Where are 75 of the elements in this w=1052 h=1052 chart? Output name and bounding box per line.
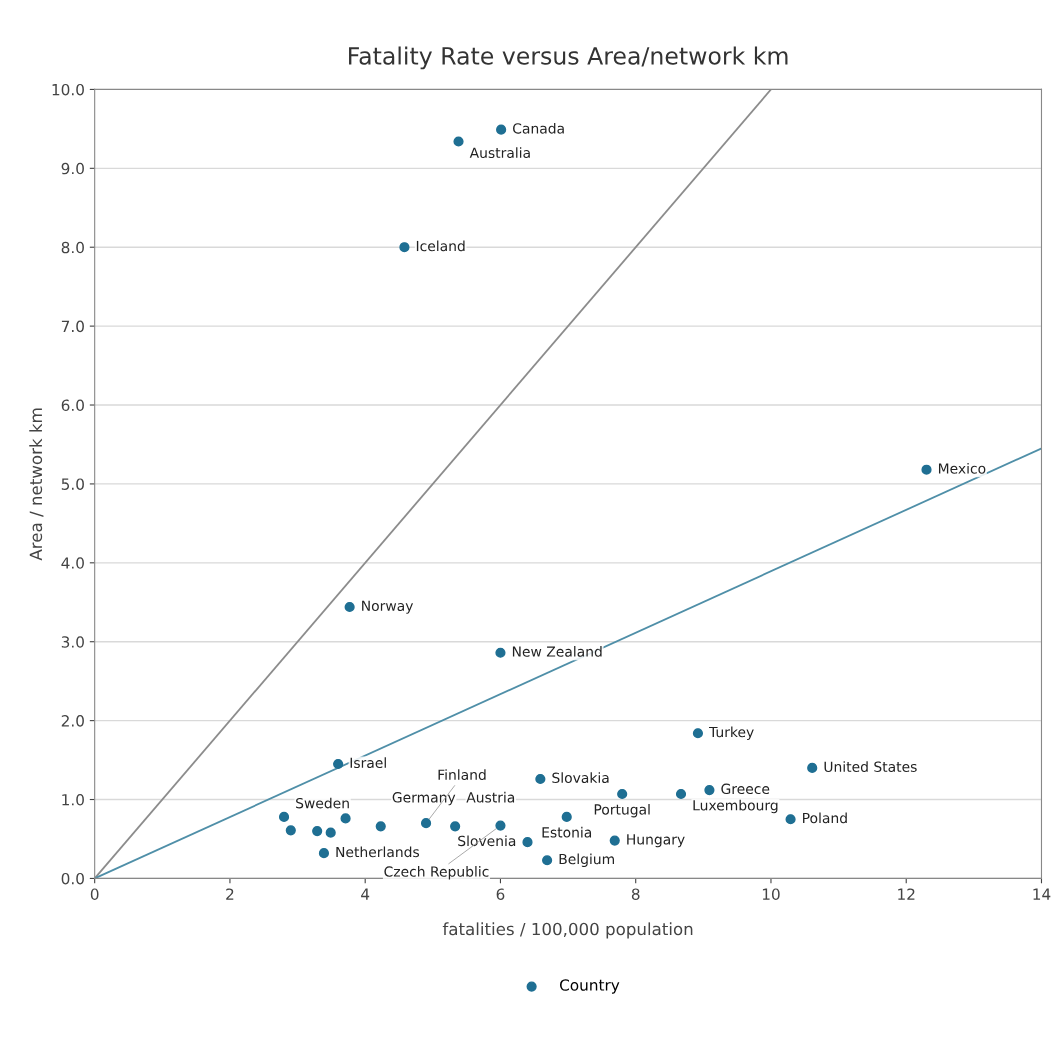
legend-label: Country xyxy=(559,979,620,994)
point xyxy=(278,811,290,822)
x-tick-label: 8 xyxy=(631,888,640,900)
annotation: Netherlands xyxy=(336,846,420,858)
point xyxy=(495,820,506,831)
y-tick-label: 1.0 xyxy=(62,793,84,806)
annotation: Estonia xyxy=(542,826,592,838)
annotation: United States xyxy=(824,761,917,772)
annotation: Finland xyxy=(438,769,486,780)
y-tick-label: 4.0 xyxy=(61,557,84,569)
annotation: Mexico xyxy=(938,463,986,474)
point xyxy=(318,848,330,859)
point xyxy=(561,811,572,822)
annotation: Israel xyxy=(350,757,386,769)
x-tick-label: 10 xyxy=(762,888,780,900)
x-tick-label: 0 xyxy=(90,888,99,900)
point xyxy=(453,136,464,147)
point xyxy=(495,647,506,658)
annotation: Slovakia xyxy=(552,772,609,784)
x-tick-label: 6 xyxy=(496,888,505,900)
point xyxy=(921,464,932,475)
point xyxy=(704,784,715,796)
annotation: Belgium xyxy=(559,853,614,867)
x-tick-label: 14 xyxy=(1033,888,1051,900)
annotation: Sweden xyxy=(296,797,349,809)
annotation: Iceland xyxy=(416,240,465,252)
y-tick-label: 2.0 xyxy=(61,715,84,727)
annotation: Greece xyxy=(721,783,770,795)
point xyxy=(496,124,507,135)
annotation: Poland xyxy=(803,812,847,824)
point xyxy=(325,827,336,838)
point xyxy=(344,601,355,613)
annotation: Austria xyxy=(466,791,515,803)
point xyxy=(333,758,344,770)
x-axis-title: fatalities / 100,000 population xyxy=(442,922,693,939)
annotation: Canada xyxy=(513,122,564,134)
annotation: Czech Republic xyxy=(384,866,489,880)
annotation: Norway xyxy=(362,600,414,614)
annotation: Australia xyxy=(469,147,530,159)
annotation: Portugal xyxy=(594,803,650,818)
point xyxy=(522,837,533,848)
point xyxy=(399,242,410,253)
point xyxy=(617,788,628,800)
annotation: Slovenia xyxy=(458,835,516,847)
point xyxy=(535,773,546,785)
y-tick-label: 7.0 xyxy=(61,320,84,333)
point xyxy=(609,835,620,846)
y-tick-label: 0.0 xyxy=(61,872,84,885)
annotation: Luxembourg xyxy=(693,799,778,814)
x-tick-label: 2 xyxy=(226,888,234,900)
y-tick-label: 8.0 xyxy=(61,241,84,254)
point xyxy=(785,814,796,825)
point xyxy=(285,825,296,836)
annotation: New Zealand xyxy=(512,646,602,657)
point xyxy=(450,821,461,832)
annotation: Turkey xyxy=(709,726,754,740)
y-axis-title: Area / network km xyxy=(29,408,44,561)
point xyxy=(312,825,323,837)
y-tick-label: 6.0 xyxy=(61,399,84,412)
point xyxy=(542,855,553,866)
point xyxy=(420,818,432,829)
chart-title: Fatality Rate versus Area/network km xyxy=(349,46,788,70)
y-tick-label: 5.0 xyxy=(61,478,84,490)
annotation: Hungary xyxy=(627,834,685,848)
x-tick-label: 4 xyxy=(361,888,370,900)
point xyxy=(807,762,818,774)
point xyxy=(375,821,386,832)
y-tick-label: 3.0 xyxy=(61,636,84,648)
point xyxy=(675,788,687,800)
y-tick-label: 9.0 xyxy=(61,162,84,175)
point xyxy=(340,813,351,824)
point xyxy=(692,728,704,739)
x-tick-label: 12 xyxy=(898,888,915,900)
annotation: Germany xyxy=(392,792,456,806)
y-tick-label: 10.0 xyxy=(52,83,84,96)
